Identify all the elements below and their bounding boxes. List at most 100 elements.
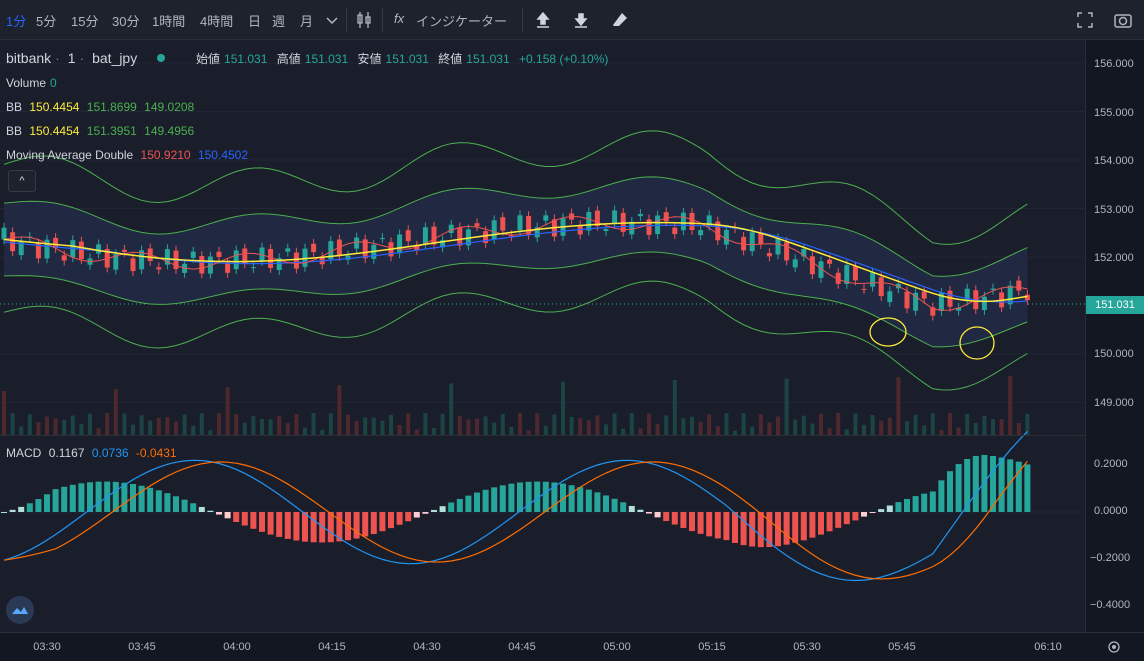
chart-area[interactable]	[0, 40, 1085, 632]
candle-body	[801, 249, 807, 257]
timeframe-15m[interactable]: 15分	[71, 14, 99, 29]
macd-histogram-bar	[431, 509, 437, 512]
candle-body	[637, 213, 643, 217]
high-value: 151.031	[304, 52, 349, 66]
macd-histogram-bar	[302, 512, 308, 542]
volume-bar	[707, 414, 712, 435]
macd-histogram-bar	[198, 506, 205, 512]
volume-bar	[389, 414, 393, 435]
bb-outer-lower-line	[3, 280, 1028, 391]
fullscreen-icon[interactable]	[1073, 8, 1097, 32]
open-value: 151.031	[224, 52, 268, 66]
candle-body	[930, 307, 936, 316]
candlestick-icon[interactable]	[352, 8, 376, 32]
time-axis[interactable]: 03:30 03:45 04:00 04:15 04:30 04:45 05:0…	[0, 632, 1144, 661]
volume-bar	[70, 415, 75, 435]
volume-bar	[139, 415, 144, 435]
candle-body	[878, 277, 884, 297]
upload-icon[interactable]	[531, 8, 555, 32]
candle-body	[164, 249, 170, 265]
macd-histogram-bar	[327, 512, 334, 543]
camera-icon[interactable]	[1111, 8, 1135, 32]
download-icon[interactable]	[569, 8, 593, 32]
bb1-label: BB	[6, 100, 23, 114]
macd-histogram-bar	[525, 481, 532, 512]
macd-histogram-bar	[757, 512, 764, 548]
candle-body	[431, 226, 437, 245]
price-tick: 155.000	[1094, 107, 1134, 119]
candle-body	[947, 290, 953, 307]
macd-histogram-bar	[422, 512, 429, 514]
macd-histogram-bar	[499, 485, 506, 512]
volume-bar	[414, 429, 419, 435]
macd-histogram-bar	[293, 512, 300, 541]
candle-body	[354, 237, 360, 249]
timeframe-1m[interactable]: 1分	[6, 14, 27, 29]
volume-bar	[586, 420, 591, 435]
volume-bar	[475, 418, 479, 435]
candle-body	[18, 241, 24, 256]
macd-histogram-bar	[508, 483, 515, 512]
macd-histogram-bar	[912, 496, 919, 512]
candle-body	[870, 272, 876, 287]
macd-histogram-bar	[181, 499, 188, 512]
macd-histogram-bar	[465, 495, 472, 512]
candle-body	[61, 255, 67, 261]
tradingview-logo-icon[interactable]	[6, 596, 34, 624]
candle-body	[861, 288, 867, 290]
macd-histogram-bar	[990, 456, 996, 512]
timeframe-1h[interactable]: 1時間	[152, 14, 186, 29]
bb1-lower: 149.0208	[144, 100, 195, 114]
bb1-basis: 150.4454	[29, 100, 80, 114]
low-value: 151.031	[385, 52, 429, 66]
price-tick: 149.000	[1094, 397, 1134, 409]
timeframe-4h[interactable]: 4時間	[200, 14, 234, 29]
volume-bar	[913, 414, 918, 435]
volume-bar	[19, 426, 24, 435]
volume-bar	[870, 415, 875, 435]
ma-slow-line	[3, 221, 1028, 303]
volume-bar	[156, 417, 161, 435]
macd-histogram-bar	[69, 484, 76, 512]
macd-histogram-bar	[259, 512, 265, 532]
candle-body	[620, 212, 626, 232]
timeframe-30m[interactable]: 30分	[112, 14, 140, 29]
macd-histogram-bar	[35, 499, 42, 512]
macd-histogram-bar	[224, 512, 231, 519]
price-tick: 153.000	[1094, 204, 1134, 216]
settings-gear-icon[interactable]	[1106, 639, 1122, 655]
candle-body	[35, 243, 41, 259]
timeframe-month[interactable]: 月	[300, 14, 314, 29]
macd-histogram-bar	[517, 482, 523, 512]
timeframe-day[interactable]: 日	[248, 14, 262, 29]
volume-bar	[690, 416, 694, 435]
macd-histogram-bar	[456, 498, 463, 512]
candle-body	[474, 223, 480, 227]
indicator-button[interactable]: インジケーター	[416, 14, 508, 29]
candle-body	[491, 220, 497, 240]
candle-body	[10, 232, 16, 252]
volume-bar	[733, 430, 737, 435]
volume-bar	[672, 380, 677, 435]
toolbar-separator	[522, 8, 523, 32]
candle-body	[663, 212, 669, 222]
macd-histogram-bar	[482, 489, 489, 512]
macd-histogram-bar	[396, 512, 403, 525]
timeframe-week[interactable]: 週	[272, 14, 286, 29]
pane-divider[interactable]	[0, 435, 1085, 436]
price-axis[interactable]: 156.000 155.000 154.000 153.000 152.000 …	[1085, 40, 1144, 632]
timeframe-5m[interactable]: 5分	[36, 14, 57, 29]
chevron-down-icon[interactable]	[320, 8, 344, 32]
collapse-legend-button[interactable]: ^	[8, 170, 36, 192]
candle-body	[293, 252, 299, 269]
candle-body	[276, 258, 282, 271]
candle-body	[397, 234, 403, 254]
indicator-icon[interactable]: fx	[394, 11, 405, 26]
macd-histogram-bar	[534, 481, 541, 512]
macd-tick: −0.4000	[1090, 599, 1131, 611]
eraser-icon[interactable]	[608, 8, 632, 32]
volume-bar	[569, 416, 574, 435]
candle-body	[414, 245, 420, 251]
candle-body	[534, 227, 540, 238]
macd-histogram-bar	[732, 512, 738, 543]
